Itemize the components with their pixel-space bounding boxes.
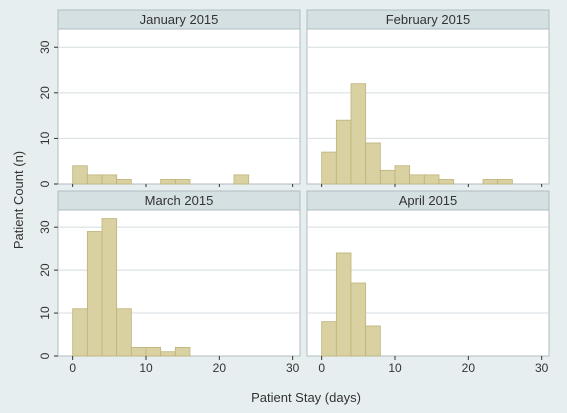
bar — [116, 179, 132, 185]
bar — [86, 231, 103, 357]
bar — [72, 165, 88, 185]
panel-2: February 2015 — [306, 9, 550, 187]
x-tick-label: 30 — [286, 361, 300, 375]
bar — [145, 347, 162, 357]
bar — [482, 179, 499, 185]
y-tick-label: 0 — [38, 352, 52, 359]
bar — [335, 119, 352, 185]
x-tick-label: 20 — [213, 361, 227, 375]
bar — [321, 151, 337, 185]
bar — [438, 179, 455, 185]
x-tick-label: 30 — [535, 361, 549, 375]
panel-1: January 2015 0 10 20 30 — [38, 9, 301, 187]
y-tick-label: 0 — [38, 180, 52, 187]
y-tick-label: 30 — [38, 220, 52, 234]
bar — [497, 179, 513, 185]
y-tick-label: 30 — [38, 40, 52, 54]
bar — [423, 174, 440, 185]
bar — [72, 308, 88, 357]
bar — [335, 252, 352, 357]
bar — [365, 325, 381, 357]
x-tick-label: 0 — [318, 361, 325, 375]
y-tick-label: 10 — [38, 131, 52, 145]
panel-title: April 2015 — [399, 193, 458, 208]
bar — [409, 174, 425, 185]
bar — [350, 282, 367, 357]
y-axis-label: Patient Count (n) — [11, 151, 26, 249]
plot-area — [57, 28, 301, 185]
x-tick-label: 20 — [462, 361, 476, 375]
bar — [174, 347, 191, 357]
bar — [379, 169, 396, 185]
y-tick-label: 10 — [38, 306, 52, 320]
bar — [86, 174, 103, 185]
x-tick-label: 0 — [69, 361, 76, 375]
bar — [350, 83, 367, 185]
x-tick-label: 10 — [139, 361, 153, 375]
bar — [394, 165, 411, 185]
panel-title: January 2015 — [140, 12, 219, 27]
x-axis-label: Patient Stay (days) — [251, 390, 361, 405]
bar — [101, 218, 118, 357]
panel-title: March 2015 — [145, 193, 214, 208]
panel-title: February 2015 — [386, 12, 471, 27]
bar — [174, 179, 191, 185]
bar — [321, 321, 337, 357]
bar — [116, 308, 132, 357]
x-tick-label: 10 — [388, 361, 402, 375]
y-tick-label: 20 — [38, 263, 52, 277]
bar — [130, 347, 147, 357]
y-tick-label: 20 — [38, 86, 52, 100]
bar — [160, 179, 176, 185]
bar — [160, 351, 176, 357]
panels-group: January 2015 0 10 20 30 February 2015 March 20… — [38, 9, 550, 375]
bar — [365, 142, 381, 185]
panel-4: April 2015 0 10 20 30 — [306, 190, 550, 375]
bar — [233, 174, 250, 185]
bar — [101, 174, 118, 185]
panel-3: March 2015 0 10 20 30 0 10 20 30 — [38, 190, 301, 375]
